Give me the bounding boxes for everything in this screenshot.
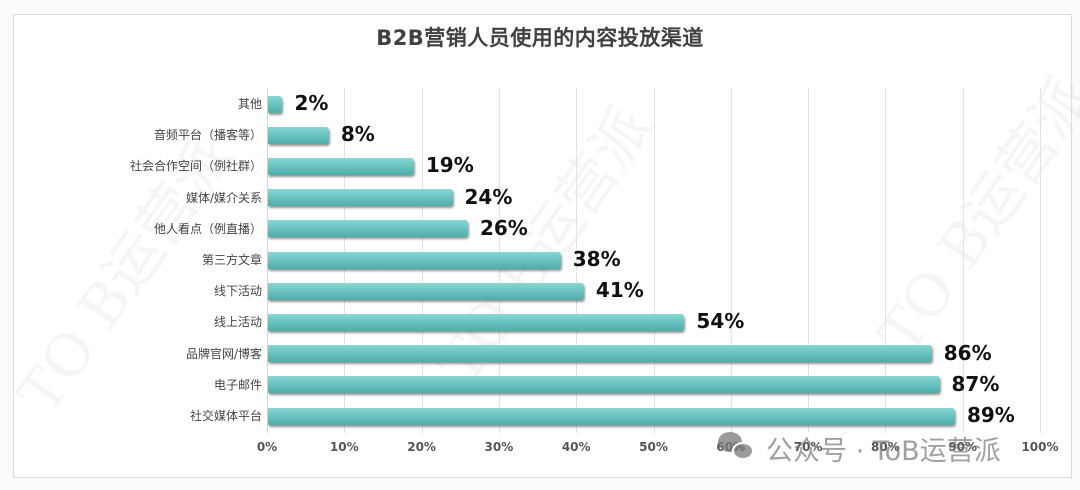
gridline	[730, 88, 732, 433]
category-label: 社交媒体平台	[189, 409, 262, 423]
value-label: 41%	[595, 278, 644, 303]
category-label: 线上活动	[213, 315, 262, 330]
bar	[268, 220, 468, 238]
category-label: 社会合作空间（例社群）	[129, 159, 262, 174]
value-label: 54%	[696, 309, 745, 334]
x-tick-label: 60%	[716, 440, 746, 454]
x-tick-label: 40%	[561, 440, 591, 454]
gridline	[808, 88, 810, 433]
x-tick-label: 10%	[329, 440, 359, 454]
bar	[268, 313, 685, 331]
bar	[268, 157, 414, 175]
gridline	[885, 88, 887, 433]
category-label: 线下活动	[213, 284, 262, 299]
category-label: 第三方文章	[201, 253, 262, 267]
bar	[268, 95, 283, 113]
y-axis	[267, 88, 268, 433]
gridline	[576, 88, 578, 433]
chart-title: B2B营销人员使用的内容投放渠道	[376, 26, 704, 50]
bar	[268, 407, 955, 425]
category-label: 音频平台（播客等）	[153, 128, 262, 143]
x-tick-label: 90%	[948, 440, 978, 454]
value-label: 19%	[425, 153, 474, 178]
bar	[268, 189, 453, 207]
chart-frame	[13, 14, 1072, 478]
category-label: 电子邮件	[213, 377, 262, 392]
bar	[268, 376, 940, 394]
category-label: 他人看点（例直播）	[153, 221, 262, 236]
bar	[268, 282, 584, 300]
x-tick-label: 70%	[793, 440, 823, 454]
gridline	[1040, 88, 1041, 433]
value-label: 89%	[966, 403, 1015, 427]
category-label: 品牌官网/博客	[185, 346, 262, 361]
x-tick-label: 20%	[407, 440, 436, 454]
x-tick-label: 80%	[871, 440, 900, 454]
category-label: 其他	[237, 97, 262, 111]
value-label: 38%	[572, 247, 621, 271]
value-label: 26%	[479, 215, 528, 240]
value-label: 2%	[294, 91, 329, 115]
value-label: 87%	[951, 371, 1000, 396]
x-tick-label: 30%	[484, 440, 514, 454]
x-tick-label: 50%	[639, 440, 668, 454]
bar	[268, 251, 561, 269]
value-label: 24%	[464, 184, 513, 209]
gridline	[653, 88, 655, 433]
bar	[268, 345, 932, 363]
category-label: 媒体/媒介关系	[185, 190, 262, 205]
x-tick-label: 100%	[1021, 440, 1059, 454]
value-label: 86%	[943, 340, 992, 365]
value-label: 8%	[340, 122, 375, 147]
gridline	[962, 88, 964, 433]
bar	[268, 126, 329, 144]
x-tick-label: 0%	[256, 440, 278, 454]
